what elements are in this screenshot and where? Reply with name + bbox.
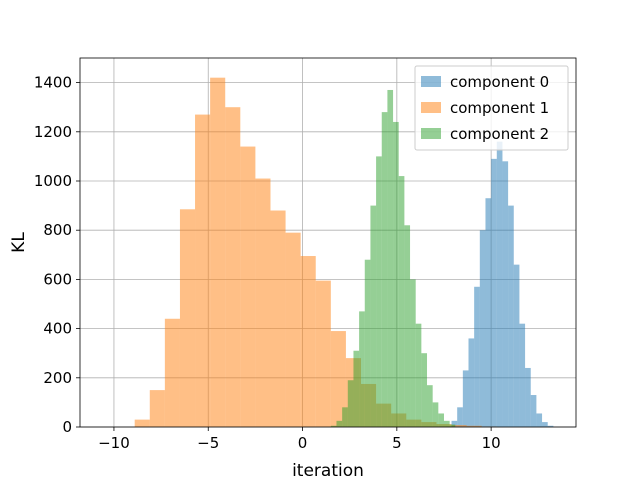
histogram-bar [255, 179, 270, 427]
x-tick-label: 10 [482, 434, 501, 452]
x-tick-label: −5 [197, 434, 219, 452]
y-tick-label: 600 [43, 270, 72, 288]
legend-swatch [421, 128, 441, 139]
histogram-bar [457, 407, 463, 427]
histogram-bar [410, 279, 416, 427]
histogram-bar [135, 420, 150, 427]
histogram-bar [404, 225, 410, 427]
x-axis-label: iteration [292, 461, 364, 480]
histogram-bar [165, 319, 180, 427]
legend-label: component 0 [450, 73, 549, 91]
histogram-bar [469, 338, 475, 427]
legend: component 0 component 1 component 2 [415, 66, 568, 150]
histogram-bar [474, 287, 480, 427]
histogram-bar [519, 324, 525, 427]
x-tick-label: −10 [98, 434, 130, 452]
histogram-bar [438, 413, 444, 427]
histogram-bar [416, 324, 422, 427]
legend-label: component 2 [450, 125, 549, 143]
histogram-bar [180, 209, 195, 427]
histogram-bar [387, 90, 393, 427]
histogram-bar [376, 156, 382, 427]
legend-swatch [421, 102, 441, 113]
x-tick-label: 5 [392, 434, 402, 452]
histogram-bar [463, 370, 469, 427]
histogram-bar [316, 281, 331, 427]
legend-label: component 1 [450, 99, 549, 117]
histogram-bar [210, 78, 225, 427]
histogram-bar [525, 368, 531, 427]
histogram-bar [491, 159, 497, 427]
histogram-bar [531, 395, 537, 427]
histogram-bar [353, 351, 359, 427]
histogram-bar [514, 265, 520, 427]
histogram-bar [421, 353, 427, 427]
y-tick-label: 1400 [34, 74, 72, 92]
histogram-bar [286, 233, 301, 427]
histogram-bar [270, 211, 285, 427]
histogram-bar [497, 142, 503, 427]
histogram-bar [342, 407, 348, 427]
histogram-bar [301, 256, 316, 427]
histogram-bar [150, 390, 165, 427]
histogram-bar [444, 421, 450, 427]
histogram-bar [433, 402, 439, 427]
histogram-bar [365, 260, 371, 427]
y-tick-label: 1200 [34, 123, 72, 141]
x-tick-label: 0 [298, 434, 308, 452]
y-tick-label: 1000 [34, 172, 72, 190]
histogram-bar [427, 385, 433, 427]
histogram-bar [485, 198, 491, 427]
histogram-bar [240, 147, 255, 427]
y-tick-label: 0 [62, 418, 72, 436]
histogram-bar [508, 206, 514, 427]
histogram-bar [480, 230, 486, 427]
histogram-bar [336, 421, 342, 427]
legend-swatch [421, 76, 441, 87]
histogram-bar [382, 112, 388, 427]
y-tick-label: 800 [43, 221, 72, 239]
histogram-bar [399, 176, 405, 427]
histogram-bar [542, 422, 548, 427]
histogram-bar [536, 413, 542, 427]
histogram-bar [393, 122, 399, 427]
y-axis-label: KL [9, 232, 29, 253]
y-tick-label: 400 [43, 320, 72, 338]
histogram-bar [225, 107, 240, 427]
histogram-bar [348, 380, 354, 427]
histogram-bar [195, 115, 210, 427]
histogram-bar [370, 206, 376, 427]
histogram-bar [359, 311, 365, 427]
y-tick-label: 200 [43, 369, 72, 387]
histogram-bar [502, 161, 508, 427]
